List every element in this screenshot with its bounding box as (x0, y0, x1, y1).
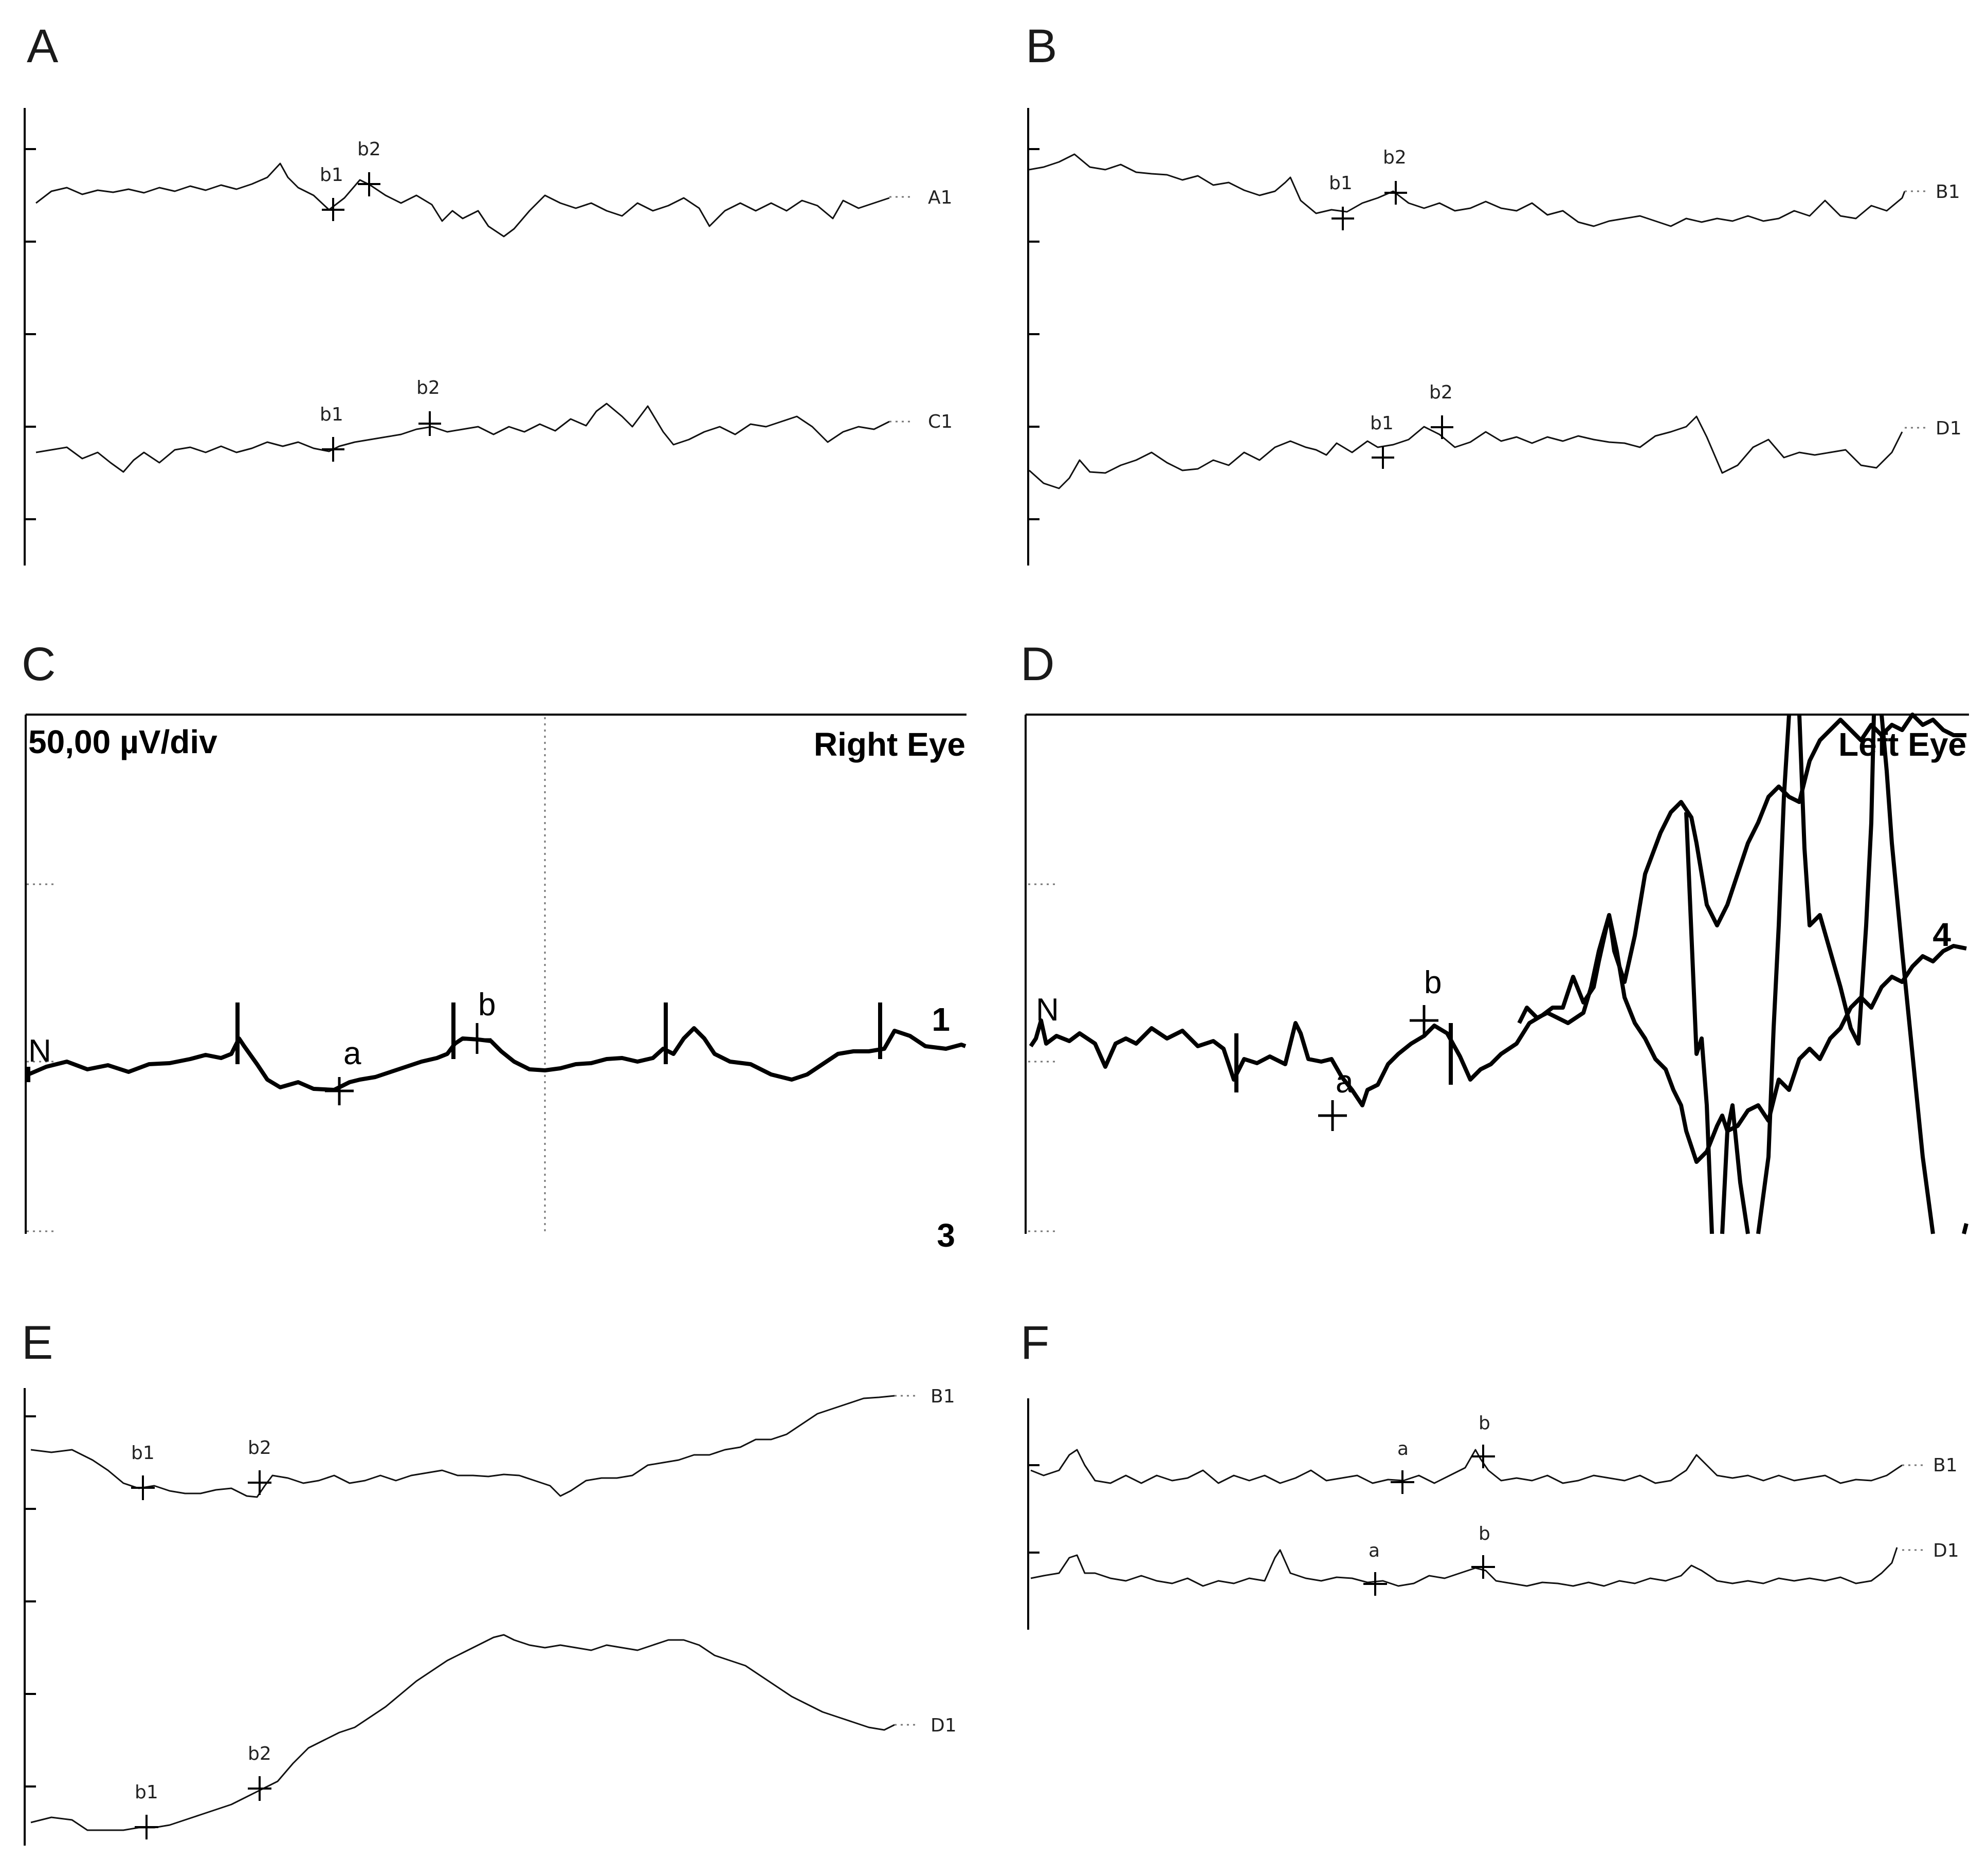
marker-label-b1-b2: b2 (1383, 147, 1407, 168)
cursor-f-b1-b (1471, 1445, 1495, 1468)
trace-b1 (1029, 153, 1906, 227)
trace-a1 (35, 162, 890, 238)
trace-right-eye (27, 1026, 966, 1092)
cursor-b (1410, 1005, 1438, 1036)
trace-f-b1 (1030, 1449, 1903, 1484)
cursor-f-d1-a (1363, 1572, 1387, 1596)
channel-label-d1: D1 (1936, 418, 1962, 439)
channel-label-c1: C1 (928, 411, 953, 432)
marker-label-a1-b1: b1 (320, 165, 343, 186)
panel-a: A1 b1 b2 C1 b1 b2 (24, 108, 953, 566)
marker-label-e-b1-b2: b2 (248, 1437, 271, 1458)
scale-label: 50,00 µV/div (28, 723, 217, 760)
cursor-d1-b2 (1431, 415, 1453, 439)
channel-label-b1: B1 (1936, 181, 1960, 203)
cursor-a1-b1 (322, 198, 344, 221)
cursor-b (463, 1023, 491, 1054)
marker-label-b: b (1424, 965, 1442, 1000)
cursor-a (325, 1077, 354, 1105)
trace-left-eye-spikes (1684, 714, 1968, 1234)
trace-e-d1 (30, 1634, 895, 1831)
marker-label-e-d1-b2: b2 (248, 1743, 271, 1764)
trace-d1 (1029, 415, 1903, 489)
panel-c: 50,00 µV/div Right Eye N a b 1 3 (25, 714, 966, 1254)
marker-label-f-b1-a: a (1397, 1438, 1409, 1460)
marker-label-a: a (343, 1036, 361, 1071)
cursor-b1-b2 (1384, 181, 1407, 205)
eye-label-right: Right Eye (814, 726, 965, 763)
panel-letter-d: D (1020, 638, 1055, 690)
channel-label-d1: D1 (1933, 1540, 1959, 1561)
channel-label-b1: B1 (1933, 1455, 1958, 1476)
cursor-f-d1-b (1471, 1555, 1495, 1579)
cursor-e-d1-b1 (135, 1815, 158, 1839)
panel-letter-a: A (27, 20, 59, 72)
panel-e: B1 b1 b2 D1 b1 b2 (24, 1386, 957, 1846)
trace-number-4: 4 (1932, 916, 1951, 953)
n-marker-label: N (28, 1033, 51, 1069)
trace-left-eye (1029, 713, 1966, 1107)
cursor-d1-b1 (1372, 446, 1394, 469)
y-ticks (1028, 1464, 1039, 1554)
cursor-c1-b2 (418, 411, 441, 436)
marker-label-c1-b2: b2 (416, 377, 440, 398)
y-ticks (25, 1415, 36, 1788)
panel-d: Left Eye N a b 4 (1025, 713, 1969, 1234)
trace-number-3: 3 (937, 1217, 955, 1254)
stimulus-markers (1234, 1023, 1453, 1092)
trace-e-b1 (30, 1395, 895, 1498)
cursor-f-b1-a (1391, 1470, 1414, 1494)
trace-f-d1 (1030, 1547, 1898, 1587)
trace-number-1: 1 (932, 1001, 950, 1038)
channel-label-b1: B1 (931, 1386, 955, 1407)
cursor-b1-b1 (1332, 207, 1354, 230)
trace-c1 (35, 403, 890, 473)
panel-letter-b: B (1026, 20, 1057, 72)
y-ticks (25, 148, 36, 520)
marker-label-e-d1-b1: b1 (135, 1782, 158, 1803)
panel-letter-f: F (1020, 1317, 1050, 1369)
cursor-e-b1-b2 (248, 1470, 271, 1495)
trace-left-eye-artifact (1517, 913, 1967, 1164)
stimulus-markers (235, 1002, 882, 1064)
channel-label-a1: A1 (928, 187, 953, 208)
cursor-c1-b1 (322, 437, 344, 462)
panel-b: B1 b1 b2 D1 b1 b2 (1027, 108, 1962, 566)
cursor-a (1318, 1100, 1347, 1131)
marker-label-d1-b1: b1 (1370, 413, 1394, 434)
marker-label-f-b1-b: b (1479, 1413, 1490, 1434)
marker-label-c1-b1: b1 (320, 404, 343, 425)
cursor-e-d1-b2 (248, 1776, 271, 1801)
marker-label-e-b1-b1: b1 (131, 1443, 155, 1464)
cursor-a1-b2 (358, 172, 380, 196)
marker-label-b: b (478, 987, 496, 1023)
marker-label-a: a (1336, 1064, 1354, 1100)
marker-label-d1-b2: b2 (1429, 382, 1453, 403)
cursor-e-b1-b1 (131, 1475, 155, 1500)
channel-label-d1: D1 (931, 1715, 957, 1736)
marker-label-f-d1-a: a (1369, 1540, 1380, 1561)
marker-label-b1-b1: b1 (1329, 173, 1353, 194)
marker-label-f-d1-b: b (1479, 1523, 1490, 1544)
marker-label-a1-b2: b2 (357, 139, 381, 160)
panel-letter-e: E (22, 1317, 53, 1369)
y-ticks (1028, 148, 1039, 520)
panel-letter-c: C (22, 638, 56, 690)
panel-f: B1 a b D1 a b (1027, 1398, 1959, 1630)
